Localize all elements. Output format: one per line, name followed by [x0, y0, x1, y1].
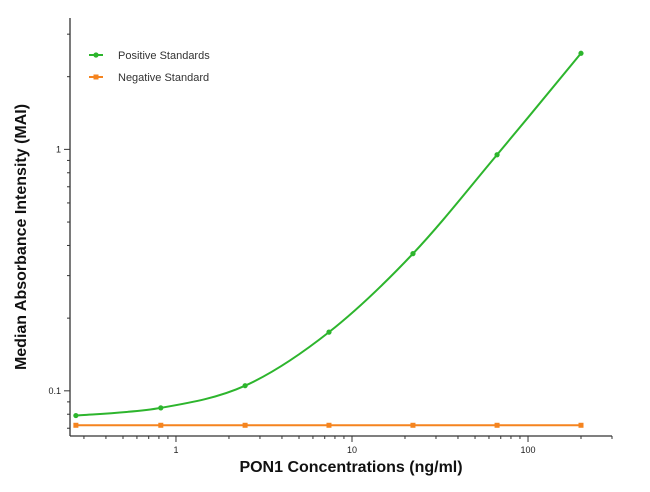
data-point-positive-standards	[578, 50, 584, 56]
data-point-negative-standard	[494, 422, 500, 428]
data-point-negative-standard	[326, 422, 332, 428]
x-tick-label: 100	[521, 445, 536, 455]
legend: Positive Standards Negative Standard	[89, 50, 210, 84]
legend-marker	[93, 52, 99, 58]
y-axis-title: Median Absorbance Intensity (MAI)	[13, 104, 30, 370]
y-tick-label: 0.1	[48, 386, 61, 396]
legend-label: Positive Standards	[118, 50, 210, 62]
series-positive-standards	[73, 50, 584, 419]
data-point-negative-standard	[578, 422, 584, 428]
data-point-negative-standard	[242, 422, 248, 428]
data-point-negative-standard	[158, 422, 164, 428]
data-point-positive-standards	[73, 412, 79, 419]
y-tick-label: 1	[56, 144, 61, 154]
legend-marker	[93, 74, 99, 80]
data-point-negative-standard	[410, 422, 416, 428]
data-point-positive-standards	[326, 329, 332, 335]
x-tick-label: 1	[173, 445, 178, 455]
data-point-positive-standards	[158, 405, 164, 411]
ticks: 1 10 100 0.1 1	[48, 33, 613, 455]
legend-label: Negative Standard	[118, 72, 209, 84]
series-line-positive-standards	[75, 52, 582, 417]
data-point-positive-standards	[494, 152, 500, 158]
legend-item-negative-standard: Negative Standard	[89, 72, 209, 84]
axes	[69, 18, 612, 437]
x-axis-title: PON1 Concentrations (ng/ml)	[239, 459, 462, 476]
data-point-negative-standard	[73, 422, 79, 428]
data-point-positive-standards	[242, 383, 248, 389]
data-point-positive-standards	[410, 251, 416, 257]
series-negative-standard	[73, 422, 584, 428]
legend-item-positive-standards: Positive Standards	[89, 50, 210, 62]
series-layer	[73, 50, 584, 428]
x-tick-label: 10	[347, 445, 357, 455]
